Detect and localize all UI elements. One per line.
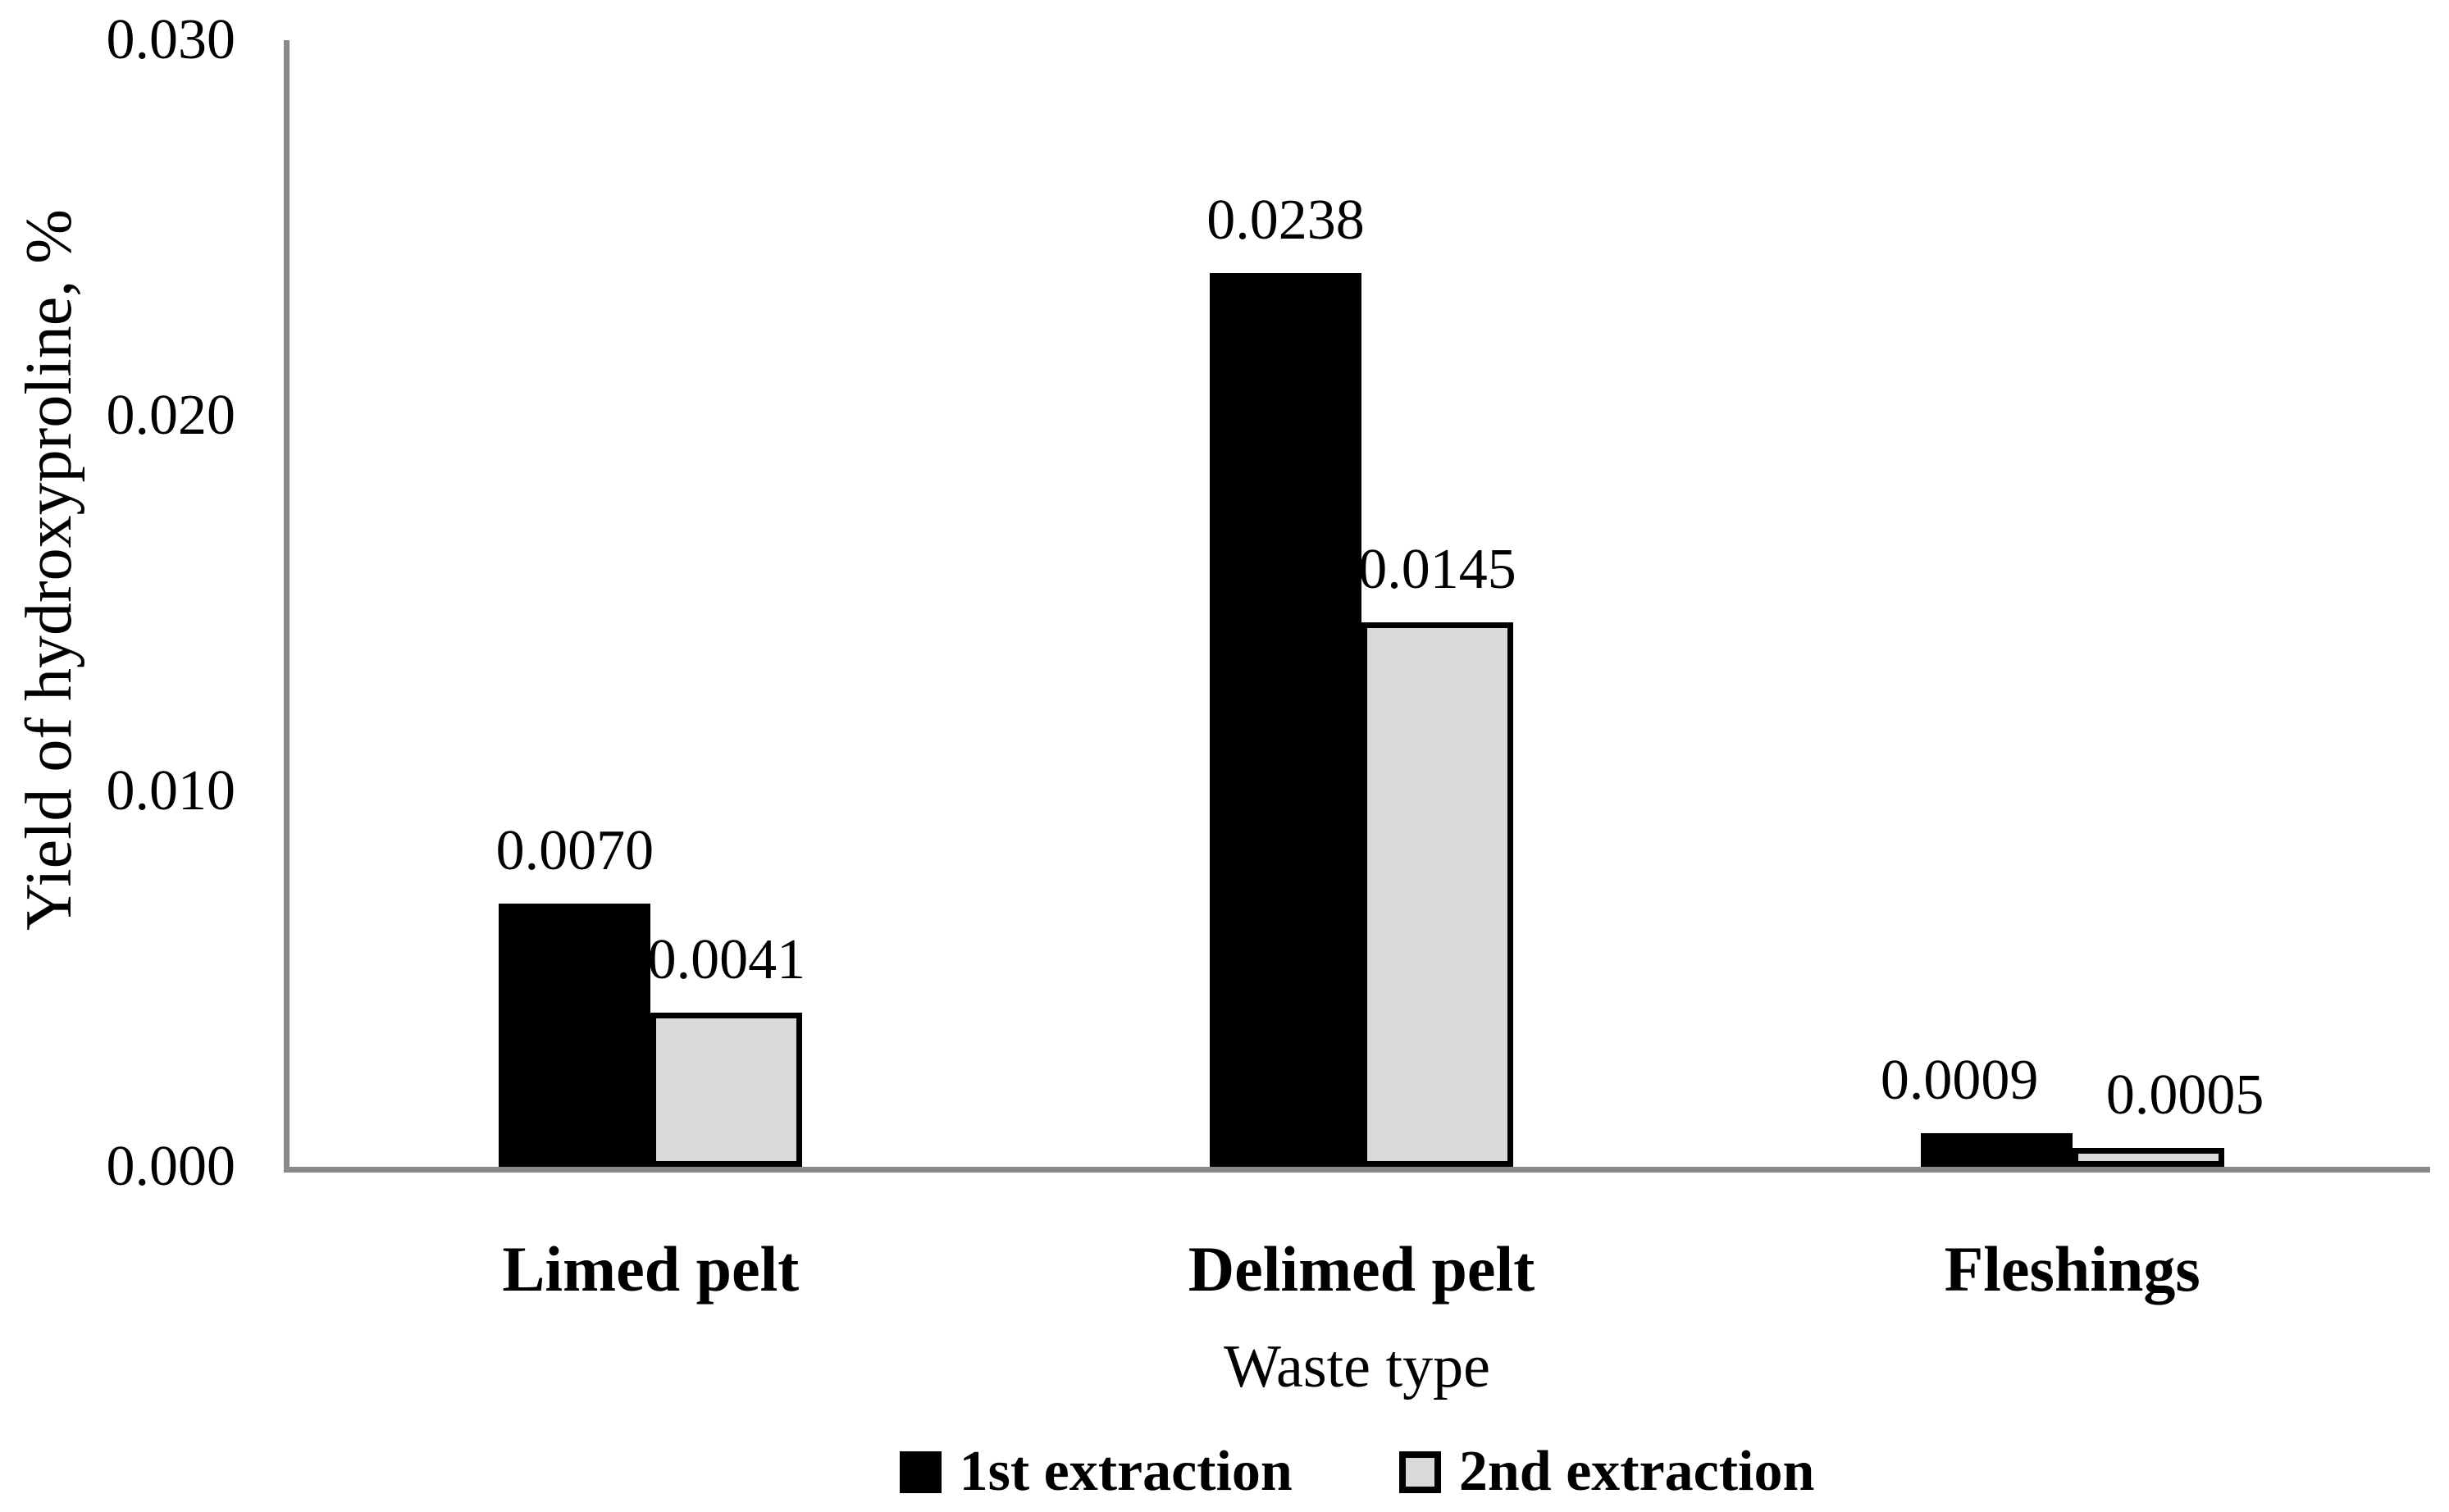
data-label: 0.0070: [495, 819, 654, 883]
y-axis-line: [284, 40, 290, 1173]
y-axis-title: Yield of hydroxyproline, %: [13, 209, 85, 931]
data-label: 0.0005: [2105, 1063, 2264, 1127]
x-axis-title: Waste type: [1224, 1333, 1490, 1400]
data-label: 0.0041: [647, 928, 806, 992]
y-tick-label: 0.010: [106, 759, 236, 822]
y-tick-label: 0.000: [106, 1135, 236, 1198]
legend-color-swatch-icon: [899, 1451, 942, 1493]
bar-1st-extraction: [499, 904, 651, 1167]
legend-label: 1st extraction: [959, 1440, 1293, 1503]
legend-color-swatch-icon: [1398, 1451, 1441, 1493]
y-tick-label: 0.020: [106, 384, 236, 447]
category-label: Fleshings: [1944, 1233, 2200, 1305]
bar-1st-extraction: [1210, 272, 1361, 1167]
legend: 1st extraction 2nd extraction: [284, 1431, 2430, 1512]
legend-label: 2nd extraction: [1458, 1440, 1815, 1503]
y-tick-label: 0.030: [106, 8, 236, 71]
bar-2nd-extraction: [1361, 622, 1513, 1167]
legend-item: 2nd extraction: [1398, 1439, 1815, 1505]
x-axis-baseline: [284, 1167, 2430, 1173]
bar-2nd-extraction: [650, 1013, 803, 1167]
bar-2nd-extraction: [2072, 1148, 2224, 1167]
category-label: Limed pelt: [502, 1233, 800, 1305]
legend-item: 1st extraction: [899, 1439, 1293, 1505]
data-label: 0.0009: [1880, 1048, 2039, 1112]
data-label: 0.0238: [1206, 188, 1365, 252]
category-label: Delimed pelt: [1188, 1233, 1535, 1305]
data-label: 0.0145: [1358, 537, 1516, 601]
bar-1st-extraction: [1920, 1132, 2073, 1167]
